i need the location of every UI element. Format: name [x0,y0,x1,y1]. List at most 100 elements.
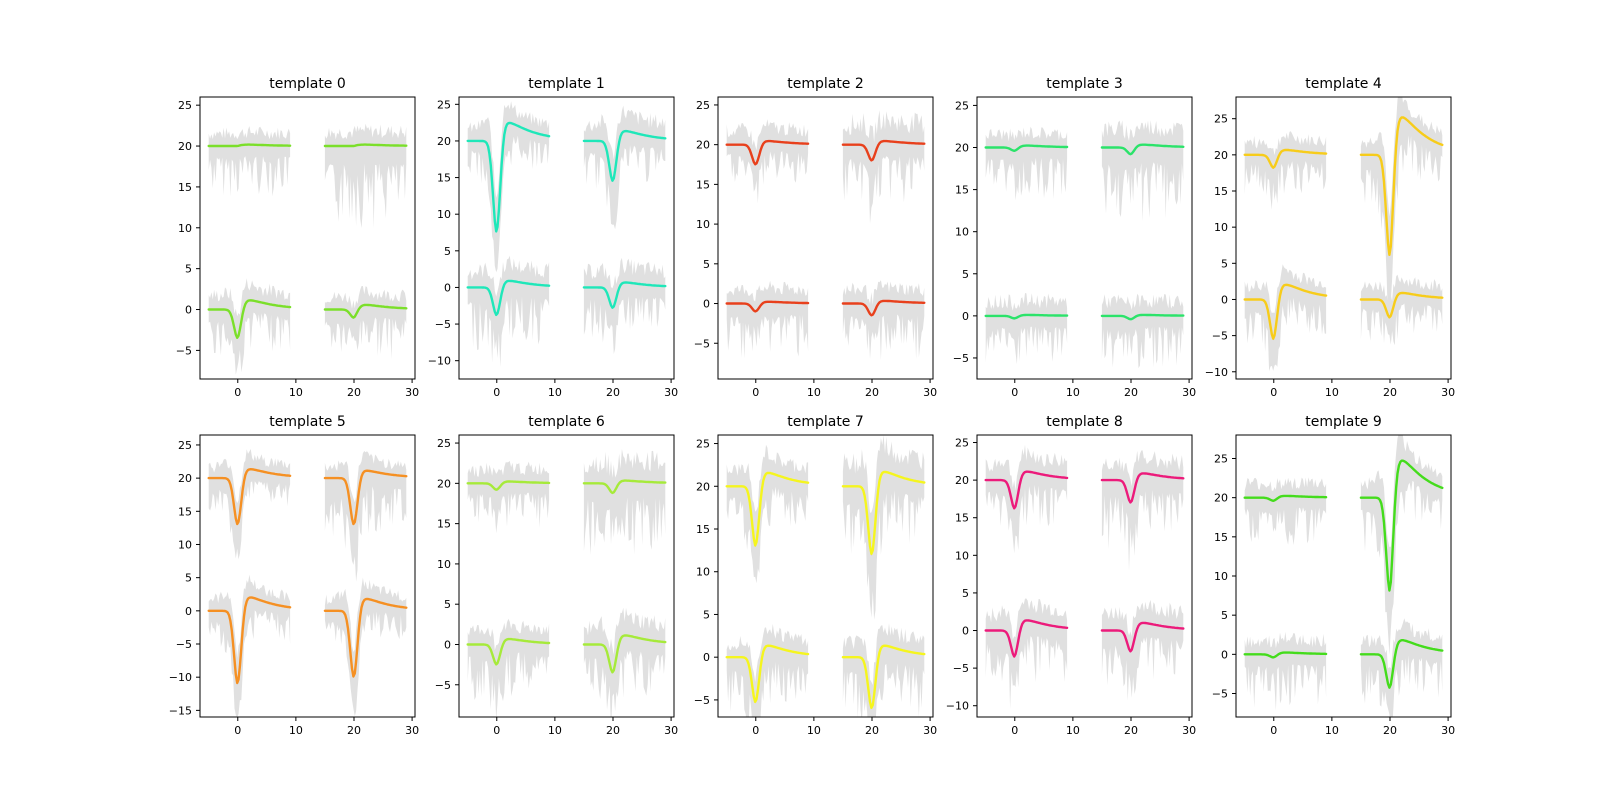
plot-area [1243,435,1444,717]
x-tick-label: 10 [1325,724,1339,737]
axes-frame [1235,96,1452,380]
spread-band [1360,435,1443,655]
y-tick-label: 10 [1214,221,1228,234]
template-trace [725,300,810,313]
y-tick-label: 20 [696,480,710,493]
x-tick-label: 30 [1182,724,1196,737]
axes-frame [717,96,934,380]
y-tick-label: 15 [178,181,192,194]
spread-band [324,123,407,229]
x-tick-label: 0 [752,724,759,737]
y-tick-label: 0 [444,281,451,294]
y-tick-label: 25 [696,438,710,451]
template-trace [582,281,667,309]
spread-band [583,449,666,555]
panel-title: template 4 [1305,76,1382,92]
axes-frame [976,434,1193,718]
y-tick-label: −10 [169,671,192,684]
panel-title: template 3 [1046,76,1123,92]
template-trace [984,619,1069,658]
y-tick-label: 25 [437,437,451,450]
x-tick-label: 20 [347,724,361,737]
y-tick-label: 25 [178,99,192,112]
y-tick-label: 5 [962,587,969,600]
x-tick-label: 30 [1441,386,1455,399]
y-tick-label: −10 [946,700,969,713]
panel-template-5: 0 10 20 30 −15 −10 −5 0 5 10 15 20 25 template 5 [169,414,419,737]
spread-band [467,101,550,273]
spread-band [726,444,809,584]
x-tick-label: 20 [606,724,620,737]
spread-band [985,126,1068,201]
spread-band [324,286,407,359]
template-trace [466,121,551,233]
spread-band [985,444,1068,554]
template-trace [1243,494,1328,502]
panel-title: template 6 [528,414,605,430]
y-tick-label: −10 [1205,366,1228,379]
panel-title: template 8 [1046,414,1123,430]
y-tick-label: 20 [1214,492,1228,505]
y-tick-label: 10 [1214,570,1228,583]
y-tick-label: 20 [1214,149,1228,162]
y-tick-label: 20 [955,142,969,155]
y-tick-label: 20 [437,135,451,148]
x-tick-label: 20 [1383,386,1397,399]
template-trace [207,143,292,148]
spread-band [726,119,809,204]
spread-band [208,574,291,717]
y-tick-label: 25 [1214,453,1228,466]
template-trace [1359,639,1444,689]
template-trace [207,468,292,526]
y-tick-label: 5 [962,268,969,281]
plot-area [207,123,408,375]
panel-template-7: 0 10 20 30 −5 0 5 10 15 20 25 template 7 [694,414,937,737]
y-tick-label: 15 [437,518,451,531]
x-tick-label: 20 [865,386,879,399]
template-trace [725,644,810,704]
plot-area [984,444,1185,709]
template-trace [841,470,926,555]
panel-template-9: 0 10 20 30 −5 0 5 10 15 20 25 template 9 [1212,414,1455,737]
plot-area [1243,97,1444,372]
template-trace [582,479,667,495]
spread-band [583,257,666,354]
spread-band [1244,631,1327,711]
template-trace [466,279,551,317]
x-tick-label: 0 [752,386,759,399]
template-trace [1243,283,1328,340]
x-tick-label: 20 [606,386,620,399]
template-trace [1359,291,1444,319]
x-tick-label: 0 [1011,386,1018,399]
spread-band [467,460,550,534]
y-tick-label: 15 [178,505,192,518]
x-tick-label: 20 [347,386,361,399]
y-tick-label: 0 [1221,293,1228,306]
y-tick-label: 0 [962,310,969,323]
x-tick-label: 10 [1066,386,1080,399]
template-trace [841,299,926,317]
y-tick-label: 5 [444,245,451,258]
axes-frame [717,434,934,718]
panel-template-8: 0 10 20 30 −10 −5 0 5 10 15 20 25 template 8 [946,414,1196,737]
x-tick-label: 20 [865,724,879,737]
template-trace [1243,148,1328,169]
spread-band [985,598,1068,709]
panel-template-4: 0 10 20 30 −10 −5 0 5 10 15 20 25 template 4 [1205,76,1455,399]
y-tick-label: 0 [1221,648,1228,661]
plot-area [207,449,408,717]
x-tick-label: 10 [289,724,303,737]
spread-band [324,577,407,717]
spread-band [208,449,291,560]
y-tick-label: 10 [178,538,192,551]
y-tick-label: 0 [185,304,192,317]
x-tick-label: 10 [548,724,562,737]
y-tick-label: 5 [444,598,451,611]
spread-band [583,105,666,230]
template-trace [323,143,408,148]
y-tick-label: 0 [703,298,710,311]
spread-band [842,280,925,361]
spread-band [1360,274,1443,346]
plot-area [725,110,926,361]
